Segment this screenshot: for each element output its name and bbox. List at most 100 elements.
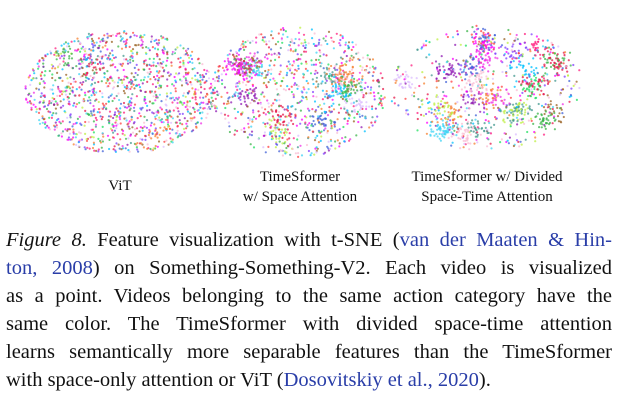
- point: [61, 120, 64, 123]
- point: [262, 146, 265, 149]
- point: [295, 58, 298, 61]
- point: [490, 50, 493, 53]
- point: [99, 40, 102, 43]
- point: [129, 134, 132, 137]
- point: [500, 60, 503, 63]
- point: [334, 83, 337, 86]
- point: [92, 104, 95, 108]
- point: [42, 118, 46, 121]
- point: [206, 93, 209, 96]
- point: [66, 116, 69, 119]
- point: [142, 78, 145, 81]
- point: [264, 113, 267, 116]
- point: [82, 73, 86, 76]
- point: [526, 76, 529, 79]
- citation[interactable]: Dosovitskiy et al., 2020: [283, 369, 479, 391]
- point: [111, 33, 114, 37]
- point: [100, 146, 103, 149]
- point: [317, 129, 320, 132]
- point: [283, 131, 286, 134]
- point: [415, 77, 418, 80]
- point: [38, 81, 42, 85]
- point: [294, 48, 297, 51]
- point: [488, 121, 491, 125]
- point: [523, 122, 526, 125]
- point: [236, 70, 239, 73]
- point: [128, 127, 131, 130]
- point: [485, 102, 488, 106]
- point: [244, 91, 247, 94]
- point: [159, 106, 162, 109]
- point: [528, 48, 532, 51]
- point: [178, 72, 181, 75]
- point: [313, 32, 316, 35]
- point: [557, 120, 561, 123]
- point: [487, 138, 490, 141]
- point: [503, 121, 506, 124]
- point: [243, 57, 246, 60]
- point: [245, 103, 248, 106]
- point: [103, 54, 106, 57]
- point: [78, 62, 81, 65]
- point: [534, 136, 537, 139]
- point: [552, 110, 556, 113]
- point: [241, 72, 244, 75]
- point: [58, 94, 62, 97]
- point: [44, 70, 47, 73]
- point: [474, 74, 477, 77]
- point: [67, 138, 70, 141]
- point: [572, 84, 575, 87]
- point: [188, 112, 191, 115]
- point: [119, 102, 123, 105]
- point: [396, 73, 399, 77]
- point: [147, 47, 150, 50]
- point: [542, 55, 545, 58]
- point: [54, 107, 58, 110]
- point: [350, 110, 354, 113]
- point: [57, 85, 60, 88]
- point: [460, 64, 463, 67]
- point: [347, 46, 350, 49]
- citation[interactable]: ton, 2008: [6, 257, 93, 279]
- point: [352, 88, 355, 91]
- point: [459, 68, 462, 71]
- point: [294, 152, 297, 155]
- point: [285, 151, 288, 154]
- point: [111, 59, 114, 62]
- point: [451, 36, 455, 39]
- point: [340, 76, 343, 79]
- point: [140, 107, 143, 110]
- point: [152, 95, 155, 98]
- point: [155, 42, 158, 45]
- point: [305, 79, 308, 83]
- point: [323, 71, 326, 74]
- point: [537, 38, 540, 41]
- point: [485, 83, 488, 86]
- point: [78, 101, 81, 104]
- point: [91, 128, 94, 131]
- point: [500, 44, 504, 47]
- point: [447, 116, 450, 119]
- point: [372, 91, 375, 94]
- point: [98, 67, 101, 70]
- point: [332, 108, 336, 111]
- point: [84, 94, 87, 97]
- point: [67, 81, 70, 84]
- point: [78, 115, 81, 118]
- point: [280, 80, 283, 83]
- point: [51, 76, 54, 80]
- point: [144, 90, 147, 94]
- point: [253, 96, 257, 99]
- point: [199, 74, 202, 77]
- point: [139, 89, 143, 92]
- point: [55, 126, 59, 129]
- point: [311, 108, 314, 111]
- point: [341, 36, 344, 40]
- point: [178, 66, 181, 69]
- point: [266, 73, 269, 76]
- citation[interactable]: van der Maaten & Hin-: [399, 229, 612, 251]
- point: [363, 130, 366, 133]
- point: [369, 66, 372, 69]
- point: [248, 59, 251, 62]
- point: [240, 61, 243, 64]
